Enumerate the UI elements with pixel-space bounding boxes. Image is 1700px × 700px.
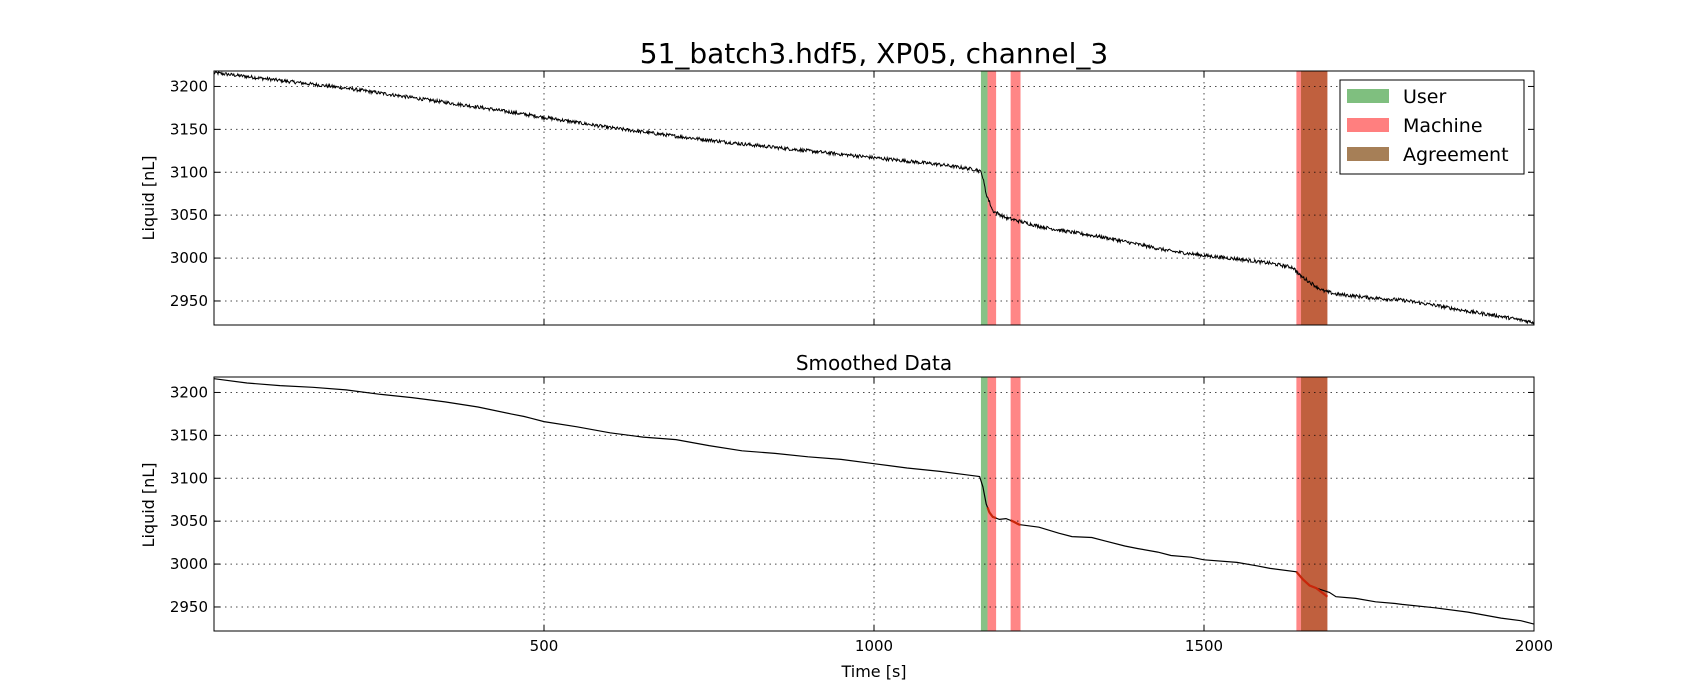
- y-tick-label: 3150: [170, 426, 208, 444]
- legend-swatch: [1347, 147, 1389, 161]
- user-span: [980, 377, 988, 631]
- y-tick-label: 3150: [170, 120, 208, 138]
- y-tick-label: 3100: [170, 163, 208, 181]
- legend-label: Machine: [1403, 115, 1483, 137]
- x-axis-label: Time [s]: [840, 662, 906, 681]
- agreement-span: [1301, 377, 1328, 631]
- highlight-segment: [986, 506, 997, 520]
- machine-span: [1010, 71, 1021, 325]
- machine-span: [987, 71, 997, 325]
- y-axis-label-top: Liquid [nL]: [139, 156, 158, 241]
- x-tick-label: 1000: [855, 637, 893, 655]
- series-line: [214, 378, 1534, 625]
- machine-span: [1296, 377, 1302, 631]
- legend-swatch: [1347, 118, 1389, 132]
- legend-label: Agreement: [1403, 144, 1509, 166]
- legend-swatch: [1347, 89, 1389, 103]
- y-tick-label: 3200: [170, 77, 208, 95]
- machine-span: [1296, 71, 1302, 325]
- subplot-title: Smoothed Data: [796, 351, 952, 375]
- y-tick-label: 3100: [170, 469, 208, 487]
- highlight-segment: [1010, 519, 1021, 526]
- legend: User Machine Agreement: [1339, 79, 1525, 175]
- y-tick-label: 3050: [170, 512, 208, 530]
- agreement-span: [1301, 71, 1328, 325]
- series-line: [214, 71, 1534, 325]
- highlight-segment: [1295, 571, 1329, 598]
- y-tick-label: 3000: [170, 555, 208, 573]
- machine-span: [1010, 377, 1021, 631]
- legend-label: User: [1403, 86, 1446, 108]
- y-tick-label: 2950: [170, 292, 208, 310]
- machine-span: [987, 377, 997, 631]
- x-tick-label: 2000: [1515, 637, 1553, 655]
- x-tick-label: 500: [530, 637, 559, 655]
- subplot-1: 2950 3000 3050 3100 3150 3200 User Machine Agree…: [170, 70, 1535, 326]
- y-tick-label: 2950: [170, 598, 208, 616]
- chart-title: 51_batch3.hdf5, XP05, channel_3: [640, 37, 1109, 70]
- y-tick-label: 3200: [170, 383, 208, 401]
- user-span: [980, 71, 988, 325]
- y-tick-label: 3000: [170, 249, 208, 267]
- x-tick-label: 1500: [1185, 637, 1223, 655]
- subplot-2: 2950 3000 3050 3100 3150 3200 500 1000 1500 2000: [170, 376, 1553, 655]
- y-tick-label: 3050: [170, 206, 208, 224]
- y-axis-label-bottom: Liquid [nL]: [139, 463, 158, 548]
